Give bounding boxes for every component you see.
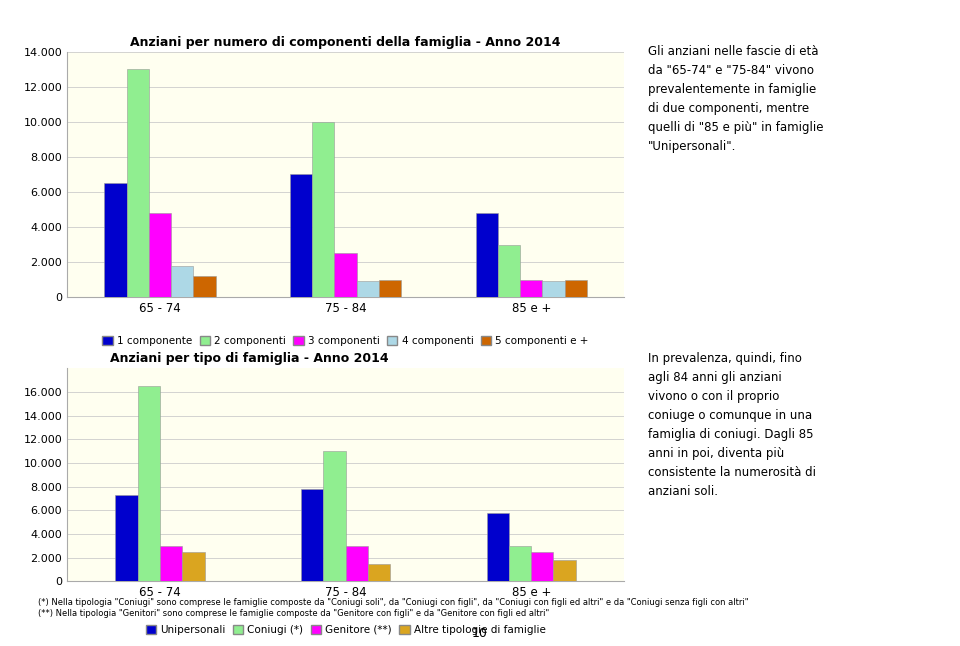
Bar <box>127 69 149 297</box>
Text: 10: 10 <box>472 627 488 640</box>
Bar <box>182 552 204 581</box>
Bar <box>115 495 137 581</box>
Bar <box>357 282 379 297</box>
Text: Anziani per numero di componenti della famiglia - Anno 2014: Anziani per numero di componenti della f… <box>131 36 561 48</box>
Bar <box>498 245 520 297</box>
Bar <box>487 513 509 581</box>
Text: In prevalenza, quindi, fino
agli 84 anni gli anziani
vivono o con il proprio
con: In prevalenza, quindi, fino agli 84 anni… <box>648 352 816 498</box>
Bar <box>531 552 554 581</box>
Bar <box>475 213 498 297</box>
Bar <box>334 253 357 297</box>
Bar <box>346 546 368 581</box>
Bar <box>105 183 127 297</box>
Bar <box>160 546 182 581</box>
Bar <box>368 563 390 581</box>
Bar <box>509 546 531 581</box>
Text: Gli anziani nelle fascie di età
da "65-74" e "75-84" vivono
prevalentemente in f: Gli anziani nelle fascie di età da "65-7… <box>648 45 824 153</box>
Bar <box>193 276 216 297</box>
Bar <box>324 451 346 581</box>
Bar <box>149 213 171 297</box>
Bar <box>312 122 334 297</box>
Text: (*) Nella tipologia "Coniugi" sono comprese le famiglie composte da "Coniugi sol: (*) Nella tipologia "Coniugi" sono compr… <box>38 598 749 607</box>
Bar <box>542 282 564 297</box>
Bar <box>564 280 587 297</box>
Bar <box>301 489 324 581</box>
Legend: 1 componente, 2 componenti, 3 componenti, 4 componenti, 5 componenti e +: 1 componente, 2 componenti, 3 componenti… <box>98 332 593 350</box>
Bar <box>171 266 193 297</box>
Bar <box>520 280 542 297</box>
Text: (**) Nella tipologia "Genitori" sono comprese le famiglie composte da "Genitore : (**) Nella tipologia "Genitori" sono com… <box>38 609 550 618</box>
Bar <box>290 174 312 297</box>
Text: Anziani per tipo di famiglia - Anno 2014: Anziani per tipo di famiglia - Anno 2014 <box>110 352 389 365</box>
Bar <box>379 280 401 297</box>
Bar <box>554 560 576 581</box>
Bar <box>137 386 160 581</box>
Legend: Unipersonali, Coniugi (*), Genitore (**), Altre tipologie di famiglie: Unipersonali, Coniugi (*), Genitore (**)… <box>141 621 550 639</box>
